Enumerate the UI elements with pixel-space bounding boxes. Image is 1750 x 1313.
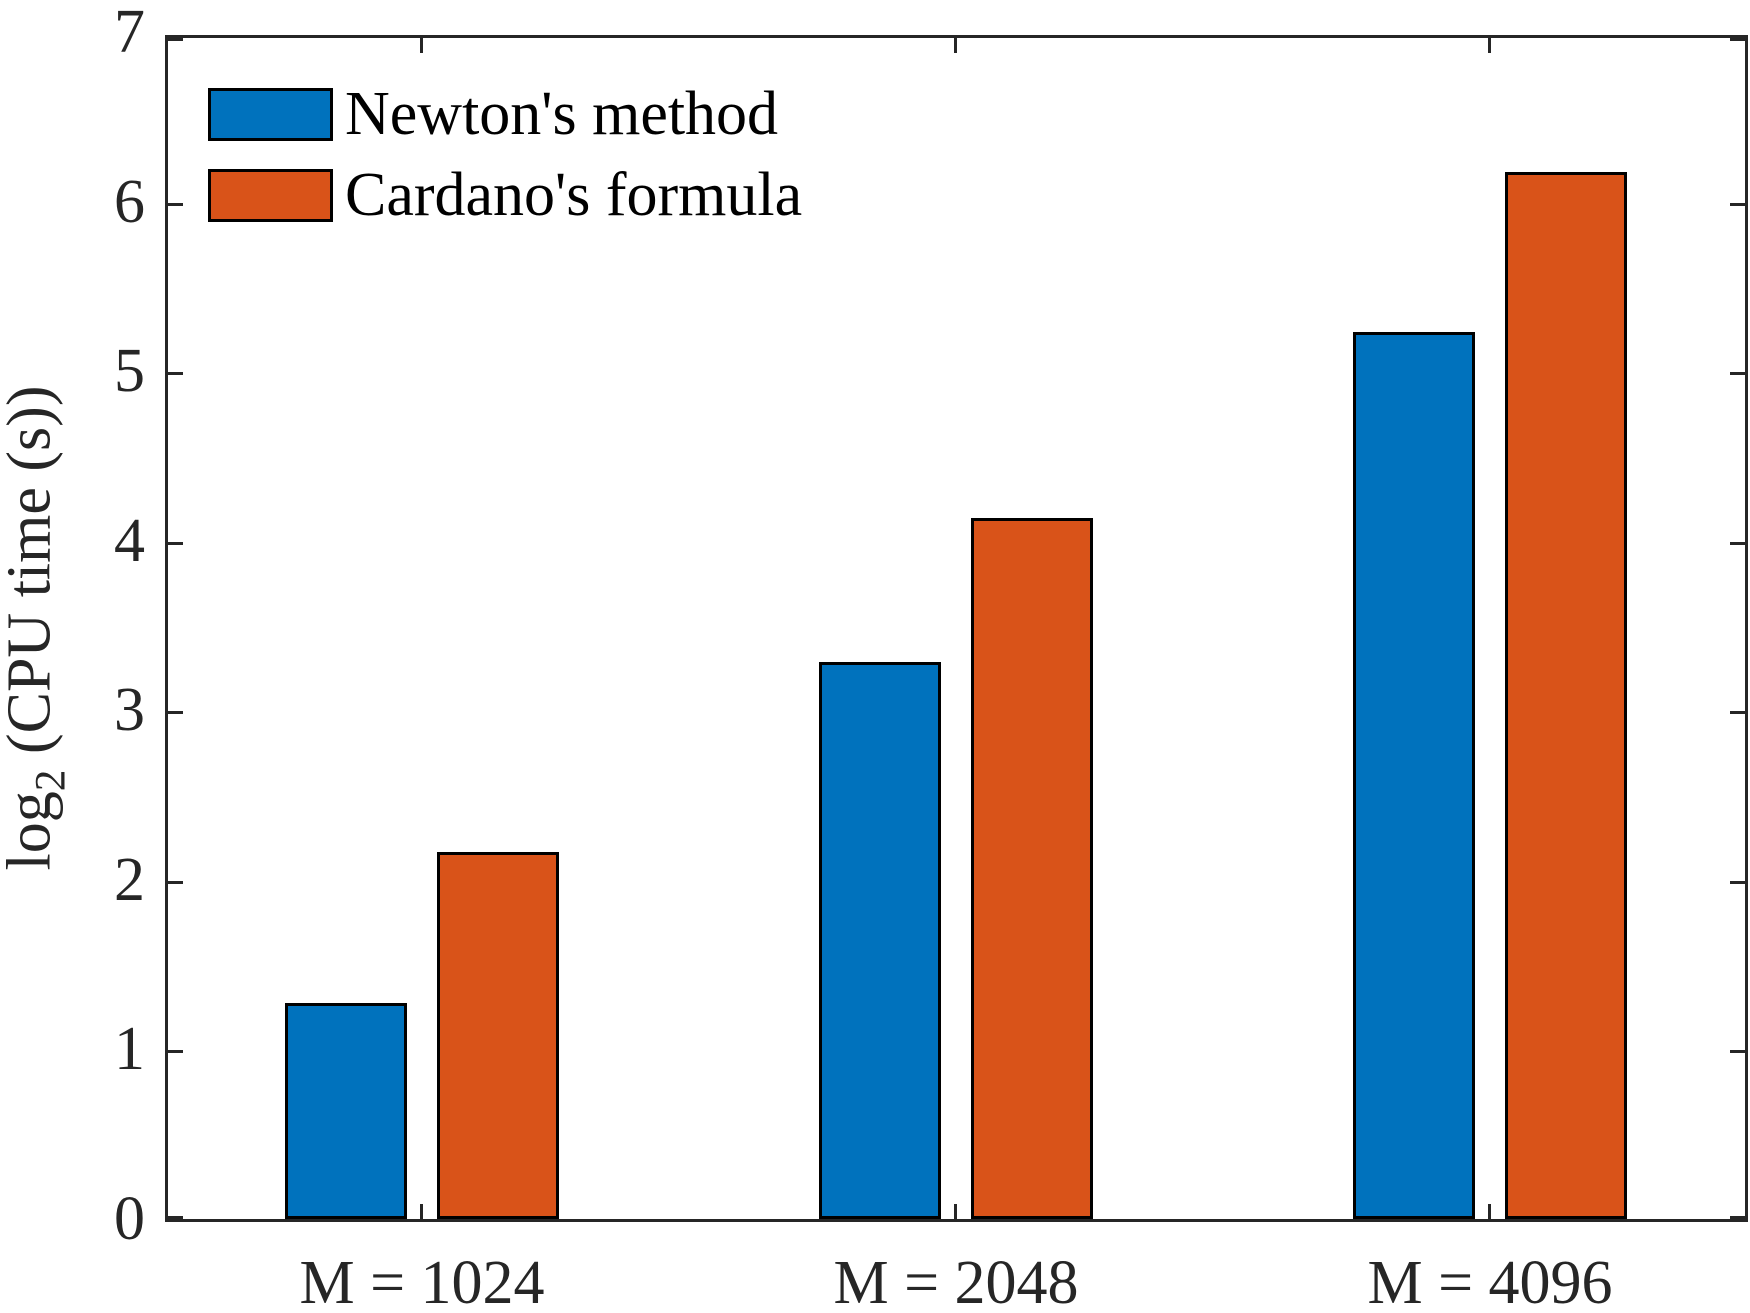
y-tick-mark	[1730, 541, 1745, 545]
y-tick-mark	[168, 372, 183, 376]
y-axis-label-subscript: 2	[26, 769, 75, 792]
y-tick-mark	[1730, 38, 1745, 41]
x-tick-label-m-1024: M = 1024	[299, 1249, 545, 1313]
y-tick-label: 1	[114, 1015, 145, 1083]
y-tick-mark	[1730, 711, 1745, 715]
y-tick-mark	[1730, 202, 1745, 206]
y-tick-label: 0	[114, 1185, 145, 1253]
y-tick-label: 2	[114, 846, 145, 914]
bar-cardano-s-formula-m-1024	[437, 852, 559, 1219]
y-tick-mark	[168, 1216, 183, 1219]
y-tick-mark	[1730, 1216, 1745, 1219]
y-tick-mark	[168, 880, 183, 884]
bar-newton-s-method-m-2048	[819, 662, 941, 1219]
y-tick-mark	[168, 541, 183, 545]
bar-newton-s-method-m-4096	[1353, 332, 1475, 1219]
legend: Newton's method Cardano's formula	[208, 83, 802, 226]
x-tick-label-m-4096: M = 4096	[1367, 1249, 1613, 1313]
x-tick-mark	[1488, 1204, 1491, 1219]
legend-item-newtons-method: Newton's method	[208, 83, 802, 145]
bar-newton-s-method-m-1024	[285, 1003, 407, 1219]
x-tick-mark	[954, 1204, 957, 1219]
x-tick-label-m-2048: M = 2048	[833, 1249, 1079, 1313]
y-tick-mark	[168, 711, 183, 715]
legend-item-cardanos-formula: Cardano's formula	[208, 164, 802, 226]
y-tick-label: 7	[114, 0, 145, 66]
y-tick-mark	[168, 1050, 183, 1054]
bar-cardano-s-formula-m-4096	[1505, 172, 1627, 1219]
legend-swatch-newtons-method	[208, 87, 333, 141]
y-tick-label: 5	[114, 337, 145, 405]
y-tick-mark	[168, 202, 183, 206]
y-tick-label: 4	[114, 507, 145, 575]
bar-cardano-s-formula-m-2048	[971, 518, 1093, 1219]
x-tick-mark	[954, 38, 957, 53]
x-tick-mark	[1488, 38, 1491, 53]
legend-label-newtons-method: Newton's method	[345, 80, 779, 148]
y-axis-label-text: log2 (CPU time (s))	[0, 386, 76, 871]
y-tick-mark	[1730, 1050, 1745, 1054]
y-tick-mark	[1730, 372, 1745, 376]
plot-area	[165, 35, 1748, 1222]
y-tick-label: 3	[114, 676, 145, 744]
y-tick-label: 6	[114, 168, 145, 236]
legend-label-cardanos-formula: Cardano's formula	[345, 161, 803, 229]
x-tick-mark	[420, 1204, 423, 1219]
x-tick-mark	[420, 38, 423, 53]
y-tick-mark	[1730, 880, 1745, 884]
y-tick-mark	[168, 38, 183, 41]
legend-swatch-cardanos-formula	[208, 168, 333, 222]
